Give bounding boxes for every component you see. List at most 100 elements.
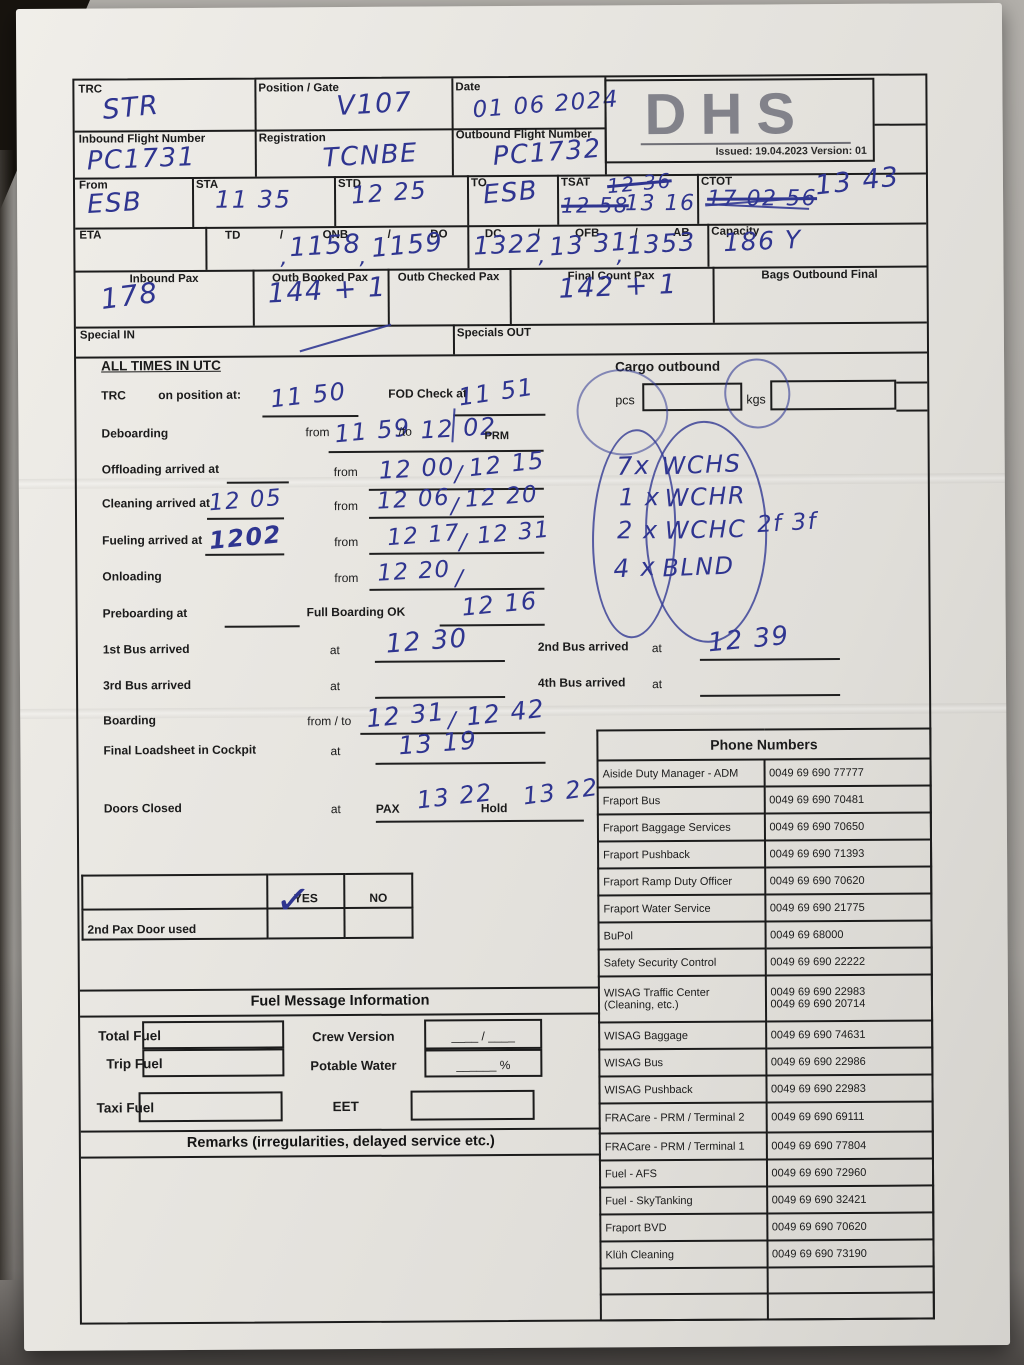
at-word: at bbox=[329, 643, 340, 658]
at-word: at bbox=[651, 641, 662, 656]
pax-door-row: 2nd Pax Door used bbox=[82, 907, 413, 940]
outbound-flight-value: PC1732 bbox=[491, 133, 603, 172]
from-word: from bbox=[334, 534, 359, 550]
ctot-value: 13 43 bbox=[813, 161, 902, 202]
phone-number: 0049 69 690 70481 bbox=[764, 785, 931, 814]
pen-ellipse-codes bbox=[642, 419, 770, 645]
phone-number: 0049 69 690 70620 bbox=[766, 1212, 934, 1241]
phone-number bbox=[767, 1266, 934, 1294]
full-boarding-label: Full Boarding OK bbox=[306, 604, 406, 620]
yes-checkmark: ✓ bbox=[273, 873, 315, 927]
pax-door-label: 2nd Pax Door used bbox=[82, 908, 268, 940]
all-times-utc-title: ALL TIMES IN UTC bbox=[101, 357, 221, 374]
phone-number: 0049 69 690 22983 bbox=[765, 1074, 933, 1103]
crew-version-label: Crew Version bbox=[312, 1028, 395, 1045]
phone-name: Fraport Pushback bbox=[598, 840, 765, 869]
bags-outbound-label: Bags Outbound Final bbox=[761, 268, 878, 282]
boarding-to-value: 12 42 bbox=[464, 693, 547, 732]
no-header: NO bbox=[344, 873, 413, 909]
phone-number: 0049 69 690 32421 bbox=[766, 1185, 934, 1214]
bus2-label: 2nd Bus arrived bbox=[537, 639, 629, 654]
grid-line bbox=[896, 409, 928, 412]
phone-name: Fraport Bus bbox=[597, 786, 765, 815]
pen-circle-kgs bbox=[719, 354, 796, 433]
inbound-flight-value: PC1731 bbox=[86, 142, 197, 177]
phone-number: 0049 69 68000 bbox=[764, 920, 932, 949]
boarding-label: Boarding bbox=[103, 713, 156, 728]
phone-number: 0049 69 690 73190 bbox=[766, 1239, 934, 1268]
phone-name bbox=[600, 1267, 768, 1295]
tsat-label: TSAT bbox=[560, 176, 591, 189]
from-word: from bbox=[334, 570, 359, 586]
taxi-fuel-box bbox=[138, 1091, 283, 1123]
registration-label: Registration bbox=[258, 132, 326, 145]
prm-word: PRM bbox=[484, 430, 510, 443]
phone-number: 0049 69 690 70620 bbox=[764, 866, 932, 895]
sta-value: 11 35 bbox=[214, 185, 292, 214]
phone-name: FRACare - PRM / Terminal 1 bbox=[599, 1132, 767, 1161]
comma-mark: , bbox=[616, 243, 626, 269]
special-in-label: Special IN bbox=[79, 329, 135, 342]
fueling-label: Fueling arrived at bbox=[102, 532, 203, 548]
phone-name: Fuel - AFS bbox=[599, 1159, 767, 1188]
position-gate-label: Position / Gate bbox=[258, 82, 339, 95]
crew-version-box: ____ / ____ bbox=[424, 1018, 543, 1050]
paper-sheet: TRC STR Position / Gate V107 Date 01 06 … bbox=[15, 3, 1011, 1351]
phone-number: 0049 69 690 74631 bbox=[765, 1020, 933, 1049]
phone-numbers-table: Phone Numbers Aiside Duty Manager - ADM 0… bbox=[596, 727, 935, 1321]
underline bbox=[700, 694, 841, 697]
offloading-from-value: 12 00 bbox=[377, 452, 456, 485]
loadsheet-value: 13 19 bbox=[397, 725, 479, 761]
bus1-value: 12 30 bbox=[384, 623, 469, 660]
phone-name: BuPol bbox=[598, 921, 766, 950]
potable-water-box: ______ % bbox=[424, 1048, 543, 1078]
inbound-pax-value: 178 bbox=[98, 275, 161, 316]
potable-water-label: Potable Water bbox=[310, 1057, 397, 1074]
grid-line bbox=[333, 176, 337, 227]
eet-label: EET bbox=[332, 1098, 359, 1115]
preboarding-label: Preboarding at bbox=[102, 605, 188, 621]
underline bbox=[375, 819, 584, 823]
total-fuel-box bbox=[142, 1020, 285, 1050]
phone-name: WISAG Traffic Center (Cleaning, etc.) bbox=[598, 975, 766, 1023]
phone-number-line2: 0049 69 690 20714 bbox=[770, 997, 866, 1011]
dhs-logo: DHS bbox=[644, 81, 810, 148]
underline bbox=[226, 481, 289, 484]
phone-name: WISAG Pushback bbox=[599, 1075, 767, 1104]
phone-name: WISAG Baggage bbox=[599, 1021, 766, 1050]
cleaning-from-value: 12 06 bbox=[376, 484, 451, 515]
bus3-label: 3rd Bus arrived bbox=[103, 677, 192, 693]
grid-line bbox=[466, 175, 470, 226]
grid-line bbox=[896, 381, 928, 384]
do-value: 1159 bbox=[370, 227, 445, 264]
comma-mark: , bbox=[280, 245, 290, 271]
offloading-label: Offloading arrived at bbox=[101, 461, 220, 477]
cleaning-arrived-value: 12 05 bbox=[208, 484, 284, 517]
slash: / bbox=[279, 229, 284, 242]
eta-label: ETA bbox=[79, 229, 102, 242]
underline bbox=[369, 551, 545, 555]
from-value: ESB bbox=[86, 186, 144, 221]
pax-door-empty-cell bbox=[82, 874, 268, 910]
underline bbox=[207, 517, 285, 520]
on-position-label: on position at: bbox=[158, 387, 241, 403]
remarks-title: Remarks (irregularities, delayed service… bbox=[80, 1127, 601, 1159]
phone-name: FRACare - PRM / Terminal 2 bbox=[599, 1102, 767, 1134]
phone-name: Fraport Water Service bbox=[598, 894, 765, 923]
phone-number: 0049 69 690 70650 bbox=[764, 812, 932, 841]
to-value: ESB bbox=[481, 175, 540, 211]
at-word: at bbox=[652, 677, 663, 692]
cleaning-label: Cleaning arrived at bbox=[101, 495, 211, 511]
comma-mark: , bbox=[359, 244, 369, 270]
pax-door-table: YES NO 2nd Pax Door used bbox=[81, 873, 413, 941]
from-word: from bbox=[333, 464, 358, 480]
at-word: at bbox=[330, 744, 341, 759]
phone-table-title: Phone Numbers bbox=[597, 728, 931, 761]
phone-number: 0049 69 690 22986 bbox=[765, 1047, 933, 1076]
registration-value: TCNBE bbox=[322, 138, 419, 174]
grid-line bbox=[452, 324, 456, 355]
boarding-from-value: 12 31 bbox=[365, 697, 447, 734]
trc-label: TRC bbox=[78, 83, 103, 96]
pax-door-header-row: YES NO bbox=[82, 873, 413, 910]
